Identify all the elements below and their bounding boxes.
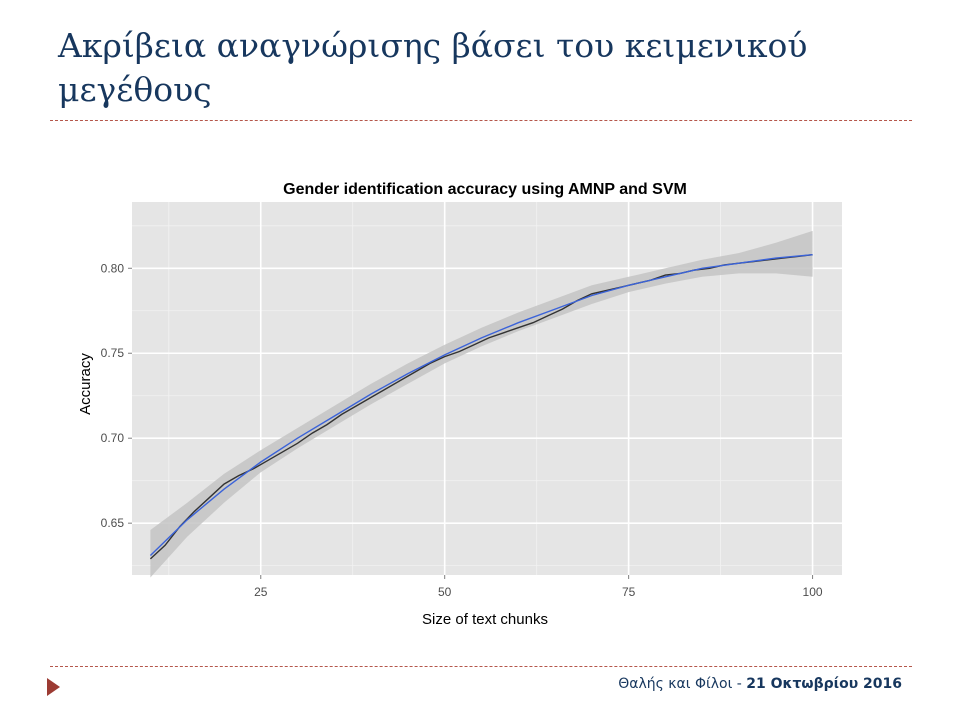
x-tick-label: 75 [622, 585, 636, 599]
title-divider [50, 120, 912, 121]
y-tick-label: 0.80 [101, 261, 125, 275]
next-arrow-icon[interactable] [47, 678, 60, 696]
slide-title: Ακρίβεια αναγνώρισης βάσει του κειμενικο… [58, 26, 808, 109]
y-axis-label: Accuracy [77, 353, 94, 415]
x-axis: 25 50 75 100 [254, 575, 823, 599]
x-tick-label: 50 [438, 585, 452, 599]
observed-accuracy-line [149, 254, 813, 560]
footer-divider [50, 666, 912, 667]
y-tick-label: 0.75 [101, 346, 125, 360]
slide-footer: Θαλής και Φίλοι - 21 Οκτωβρίου 2016 [618, 676, 902, 692]
y-tick-label: 0.70 [101, 431, 125, 445]
minor-gridlines [132, 202, 842, 575]
y-axis: 0.65 0.70 0.75 0.80 [101, 261, 132, 530]
y-tick-label: 0.65 [101, 516, 125, 530]
confidence-band [150, 230, 813, 578]
x-tick-label: 100 [803, 585, 823, 599]
chart-title: Gender identification accuracy using AMN… [283, 181, 687, 198]
footer-author: Θαλής και Φίλοι - [618, 676, 747, 692]
accuracy-chart: Gender identification accuracy using AMN… [77, 181, 842, 628]
smoothed-accuracy-line [149, 254, 813, 557]
footer-date: 21 Οκτωβρίου 2016 [746, 676, 902, 692]
major-gridlines [132, 202, 842, 575]
x-axis-label: Size of text chunks [422, 611, 548, 628]
x-tick-label: 25 [254, 585, 268, 599]
